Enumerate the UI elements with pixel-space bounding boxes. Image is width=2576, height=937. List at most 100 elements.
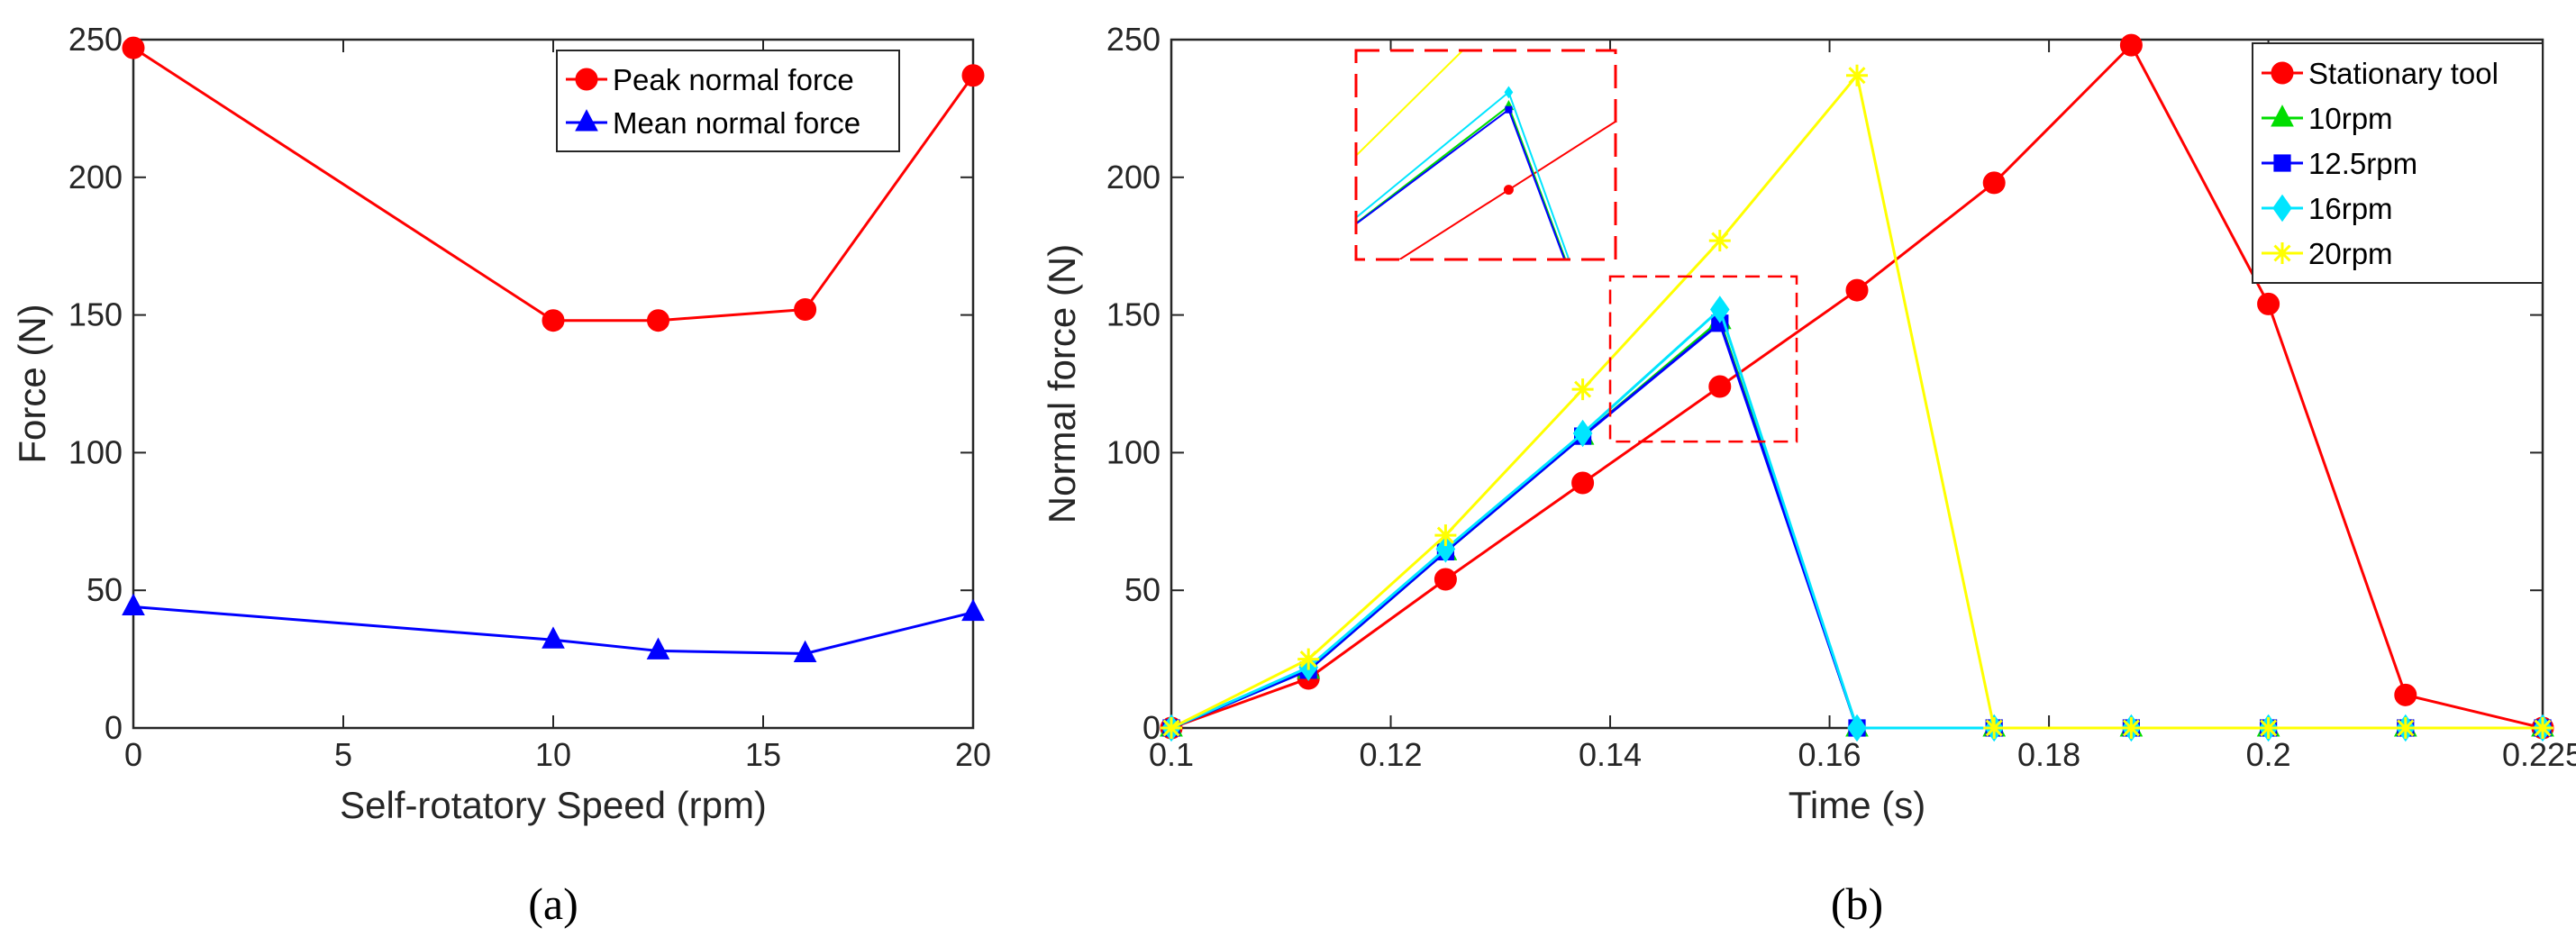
chart-a-y-axis-label: Force (N) <box>11 304 53 463</box>
chart-b-ytick-label: 0 <box>1142 709 1161 746</box>
chart-a-x-axis-label: Self-rotatory Speed (rpm) <box>340 784 767 826</box>
chart-b-data-point-0-3 <box>1571 471 1595 495</box>
chart-b-inset-point-1-2 <box>1123 394 1132 403</box>
chart-b-inset-data <box>1123 1 1616 403</box>
chart-b-data-point-4-10 <box>2532 717 2553 739</box>
chart-b-legend-label-1: 10rpm <box>2308 102 2393 135</box>
chart-b-data-point-4-4-stroke <box>1711 232 1729 250</box>
chart-b-data-point-4-9 <box>2394 717 2417 739</box>
chart-b-xtick-label: 0.1 <box>1149 736 1194 773</box>
chart-a-legend-label-1: Mean normal force <box>613 106 860 140</box>
chart-a-xtick-label: 0 <box>124 736 142 773</box>
chart-b-data-point-0-6 <box>1982 171 2006 195</box>
chart-b-inset-point-2-2 <box>1124 396 1131 403</box>
chart-b-zoom-region <box>1608 275 1798 443</box>
chart-b-data-point-0-8 <box>2257 292 2280 315</box>
chart-b-inset-point-4-2-stroke <box>1124 375 1130 381</box>
chart-b-inset-point-4-4-stroke <box>1506 2 1512 8</box>
chart-b-data-point-0-5 <box>1845 278 1869 302</box>
chart-b-xtick-label: 0.14 <box>1579 736 1642 773</box>
chart-a-data-point-1-0 <box>122 593 145 616</box>
chart-b-inset-point-0-4 <box>1503 185 1514 196</box>
chart-a-legend-marker-1 <box>575 109 598 132</box>
chart-a-caption: (a) <box>528 878 578 929</box>
chart-b-legend-marker-1 <box>2271 105 2294 127</box>
chart-b-legend-label-4: 20rpm <box>2308 237 2393 270</box>
chart-b-data-point-4-5 <box>1846 64 1868 86</box>
chart-b: 0.1 0.12 0.14 0.16 0.18 0.2 0.225 0 50 100 150 200 2… <box>1041 1 2576 929</box>
chart-a-data-point-0-0 <box>122 36 145 59</box>
chart-b-inset-bg <box>1356 50 1616 259</box>
chart-b-inset-point-4-4 <box>1504 1 1513 10</box>
chart-a-data-point-0-1 <box>542 309 565 332</box>
chart-b-data-point-4-10-stroke <box>2534 719 2552 737</box>
chart-b-legend-label-2: 12.5rpm <box>2308 147 2417 180</box>
chart-a-data-point-0-2 <box>647 309 669 332</box>
chart-b-legend-marker-0 <box>2271 61 2294 85</box>
chart-b-data-point-0-2 <box>1434 568 1457 591</box>
chart-b-data-point-4-1 <box>1297 648 1320 670</box>
chart-a-legend-marker-0 <box>575 68 598 91</box>
chart-a-data-point-1-1 <box>542 626 565 649</box>
chart-b-xtick-label: 0.12 <box>1359 736 1422 773</box>
chart-b-inset-point-3-4 <box>1504 86 1514 99</box>
chart-a-xtick-label: 5 <box>334 736 352 773</box>
chart-b-ytick-label: 150 <box>1106 296 1161 333</box>
chart-b-xtick-label: 0.2 <box>2246 736 2291 773</box>
chart-b-data-point-4-3-stroke <box>1574 380 1592 398</box>
chart-b-data-point-3-3 <box>1572 419 1593 448</box>
chart-b-xtick-label: 0.18 <box>2017 736 2080 773</box>
chart-b-data-point-4-0-stroke <box>1162 719 1180 737</box>
chart-a-data-point-1-4 <box>961 598 985 622</box>
chart-b-ytick-label: 200 <box>1106 159 1161 196</box>
chart-b-legend-label-0: Stationary tool <box>2308 57 2499 90</box>
chart-a-ytick-label: 150 <box>68 296 123 333</box>
chart-b-data-point-4-5-stroke <box>1848 67 1866 85</box>
chart-b-data-point-4-8 <box>2257 717 2280 739</box>
chart-b-inset-point-3-2 <box>1124 390 1132 401</box>
chart-b-data-point-0-9 <box>2394 683 2417 706</box>
chart-b-ytick-label: 100 <box>1106 433 1161 470</box>
chart-b-legend-marker-2 <box>2273 154 2291 172</box>
chart-b-legend-marker-4-stroke <box>2273 244 2291 262</box>
chart-b-data-point-3-4 <box>1709 296 1730 323</box>
chart-a-ytick-label: 250 <box>68 21 123 58</box>
chart-b-inset-point-4-2-stroke <box>1124 375 1130 381</box>
chart-b-inset-border <box>1354 49 1617 261</box>
chart-b-data-point-3-2 <box>1435 535 1456 563</box>
chart-b-data-point-4-0 <box>1161 717 1182 739</box>
chart-a-ytick-label: 50 <box>86 571 123 608</box>
chart-b-xtick-label: 0.16 <box>1798 736 1861 773</box>
chart-a-xtick-label: 15 <box>745 736 781 773</box>
chart-a-xtick-label: 10 <box>535 736 571 773</box>
chart-a-legend-box <box>556 50 900 152</box>
chart-a-legend-label-0: Peak normal force <box>613 63 854 96</box>
chart-a-ytick-label: 0 <box>105 709 123 746</box>
chart-b-legend-marker-4 <box>2271 242 2293 264</box>
chart-b-caption: (b) <box>1831 878 1883 929</box>
chart-a-data-point-0-4 <box>961 64 985 87</box>
chart-b-y-axis-label: Normal force (N) <box>1041 244 1083 523</box>
chart-a-axes-box <box>132 38 975 730</box>
chart-b-data-point-4-4 <box>1708 230 1731 252</box>
chart-b-data-point-4-6 <box>1983 717 2006 739</box>
chart-b-legend-label-3: 16rpm <box>2308 192 2393 225</box>
chart-b-inset-point-4-4-stroke <box>1506 2 1512 8</box>
chart-a-data-point-1-3 <box>793 640 817 662</box>
chart-b-ytick-label: 50 <box>1124 571 1161 608</box>
chart-b-data-point-4-7-stroke <box>2122 719 2140 737</box>
chart-b-data-point-0-4 <box>1708 375 1732 398</box>
chart-b-data-point-4-6-stroke <box>1985 719 2003 737</box>
chart-b-xtick-label: 0.225 <box>2502 736 2576 773</box>
chart-b-data-point-4-1-stroke <box>1299 650 1317 669</box>
chart-b-ytick-label: 250 <box>1106 21 1161 58</box>
chart-b-data-point-4-3 <box>1571 378 1594 401</box>
chart-b-inset-point-4-2 <box>1123 373 1132 382</box>
chart-a-ytick-label: 100 <box>68 433 123 470</box>
chart-a-data-point-1-2 <box>646 637 670 660</box>
chart-a-data-point-0-3 <box>794 297 817 321</box>
chart-b-data-point-4-2 <box>1434 524 1457 547</box>
chart-a-xtick-label: 20 <box>955 736 991 773</box>
